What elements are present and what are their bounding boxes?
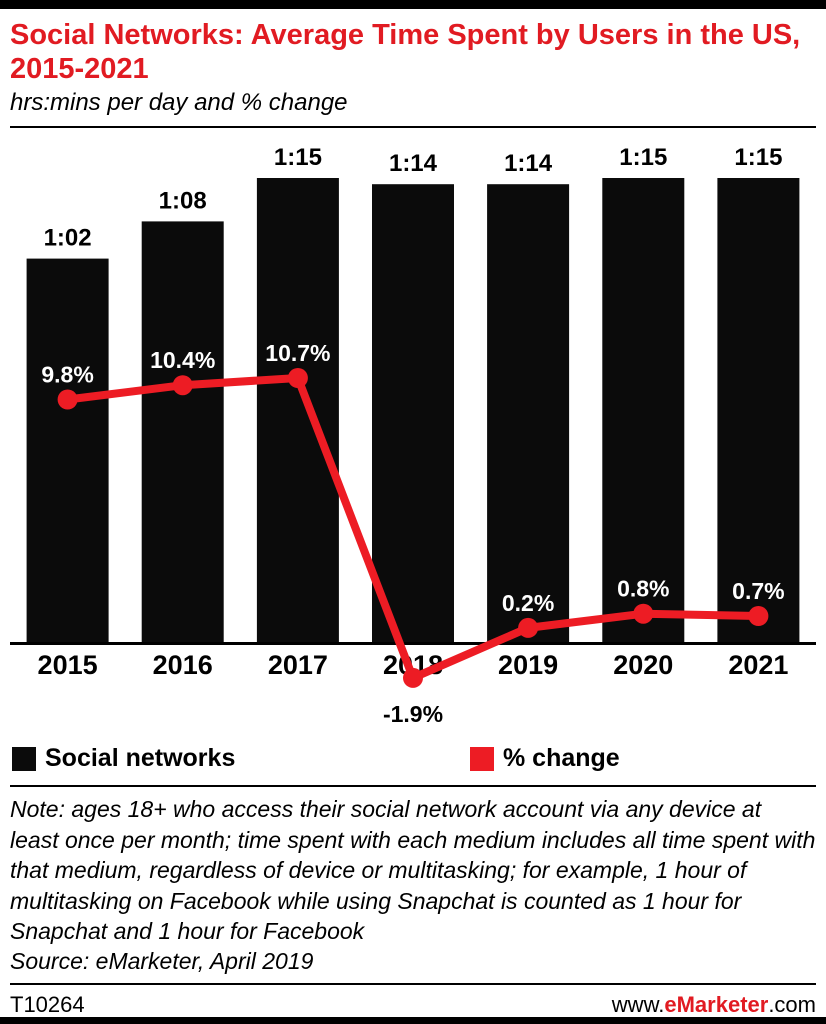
chart-canvas: 1:0220151:0820161:1520171:1420181:142019… — [10, 144, 816, 727]
x-axis-line — [10, 642, 816, 646]
note-divider — [10, 785, 816, 788]
bar — [602, 178, 685, 644]
top-border — [0, 0, 826, 9]
bottom-border — [0, 1017, 826, 1024]
line-point — [748, 606, 769, 627]
bar — [372, 184, 454, 644]
bar-line-chart: 1:02 2015 1:08 2016 1:15 2017 1:14 2018 1:14 2019… — [10, 128, 816, 728]
x-axis-label: 2015 — [38, 650, 98, 680]
bar-series-swatch — [12, 746, 36, 771]
legend-item-pct-change: % change — [470, 744, 620, 773]
pct-value-label: 0.2% — [502, 590, 554, 616]
chart-source: Source: eMarketer, April 2019 — [10, 948, 314, 975]
line-point — [403, 668, 423, 689]
title-divider — [10, 126, 816, 129]
website-prefix: www. — [611, 992, 665, 1018]
chart-subtitle: hrs:mins per day and % change — [10, 89, 348, 117]
bar-value-label: 1:02 — [44, 225, 92, 252]
pct-value-label: 10.7% — [265, 340, 330, 366]
x-axis-label: 2021 — [728, 650, 788, 680]
footer: T10264 www.eMarketer.com — [10, 985, 816, 1018]
website-suffix: .com — [768, 992, 816, 1018]
chart-title: Social Networks: Average Time Spent by U… — [10, 19, 801, 86]
pct-value-label: 9.8% — [41, 362, 93, 388]
bar — [26, 259, 109, 644]
bar — [717, 178, 800, 644]
bar — [487, 184, 570, 644]
x-axis-label: 2020 — [613, 650, 673, 680]
chart-note: Note: ages 18+ who access their social n… — [10, 796, 816, 944]
pct-value-label: 0.8% — [617, 576, 669, 602]
footer-divider — [10, 983, 816, 986]
line-point — [518, 618, 539, 639]
legend-item-social-networks: Social networks — [12, 744, 470, 773]
legend-label-pct-change: % change — [503, 744, 620, 773]
bar-value-label: 1:08 — [159, 188, 207, 215]
pct-value-label: 10.4% — [150, 348, 215, 374]
bar-value-label: 1:15 — [734, 144, 782, 171]
pct-value-label: -1.9% — [383, 701, 443, 727]
bar-value-label: 1:14 — [389, 151, 438, 178]
bar — [256, 178, 339, 644]
pct-value-label: 0.7% — [732, 578, 784, 604]
chart-id: T10264 — [10, 992, 85, 1018]
line-series-swatch — [470, 746, 494, 771]
bar-value-label: 1:15 — [619, 144, 667, 171]
bar-value-label: 1:15 — [274, 144, 322, 171]
website-brand: eMarketer — [664, 992, 769, 1018]
line-point — [287, 368, 308, 389]
line-point — [172, 375, 193, 396]
legend: Social networks % change — [10, 744, 816, 773]
bar — [141, 221, 224, 644]
line-point — [57, 389, 78, 410]
legend-label-social-networks: Social networks — [45, 744, 236, 773]
bar-value-label: 1:14 — [504, 151, 553, 178]
x-axis-label: 2016 — [153, 650, 213, 680]
x-axis-label: 2017 — [268, 650, 328, 680]
line-point — [633, 604, 654, 625]
website-link[interactable]: www.eMarketer.com — [612, 992, 816, 1018]
x-axis-label: 2019 — [498, 650, 558, 680]
